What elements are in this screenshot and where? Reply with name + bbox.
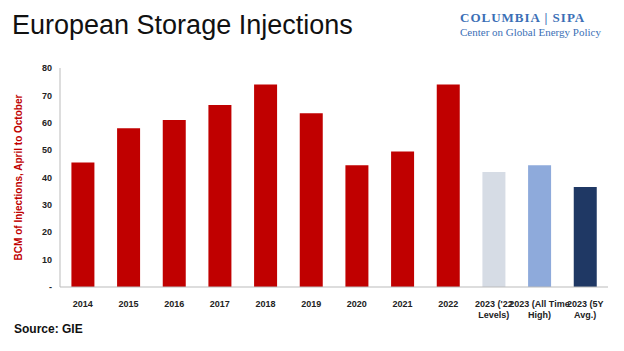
- svg-text:2023 (All TimeHigh): 2023 (All TimeHigh): [509, 299, 569, 320]
- svg-text:2020: 2020: [347, 299, 367, 309]
- svg-text:70: 70: [42, 91, 52, 101]
- html-text:COLUMBIA | SIPA: COLUMBIA | SIPA: [460, 10, 586, 25]
- svg-text:40: 40: [42, 173, 52, 183]
- svg-text:2023 (5YAvg.): 2023 (5YAvg.): [567, 299, 604, 320]
- html-text:European Storage Injections: European Storage Injections: [12, 10, 353, 40]
- svg-text:60: 60: [42, 118, 52, 128]
- html-text:Source: GIE: Source: GIE: [14, 322, 83, 336]
- svg-text:30: 30: [42, 200, 52, 210]
- svg-text:2014: 2014: [73, 299, 93, 309]
- svg-text:2019: 2019: [301, 299, 321, 309]
- svg-text:2017: 2017: [210, 299, 230, 309]
- html-text:Center on Global Energy Policy: Center on Global Energy Policy: [460, 26, 601, 38]
- svg-text:2021: 2021: [392, 299, 412, 309]
- svg-text:10: 10: [42, 255, 52, 265]
- svg-text:2015: 2015: [118, 299, 138, 309]
- svg-text:20: 20: [42, 227, 52, 237]
- svg-text:2023 ('22Levels): 2023 ('22Levels): [475, 299, 513, 320]
- svg-text:2022: 2022: [438, 299, 458, 309]
- svg-text:80: 80: [42, 63, 52, 73]
- svg-text:2018: 2018: [255, 299, 275, 309]
- svg-text:2016: 2016: [164, 299, 184, 309]
- svg-text:BCM of Injections, April to Oc: BCM of Injections, April to October: [13, 95, 24, 261]
- svg-text:50: 50: [42, 145, 52, 155]
- svg-text:-: -: [49, 282, 52, 292]
